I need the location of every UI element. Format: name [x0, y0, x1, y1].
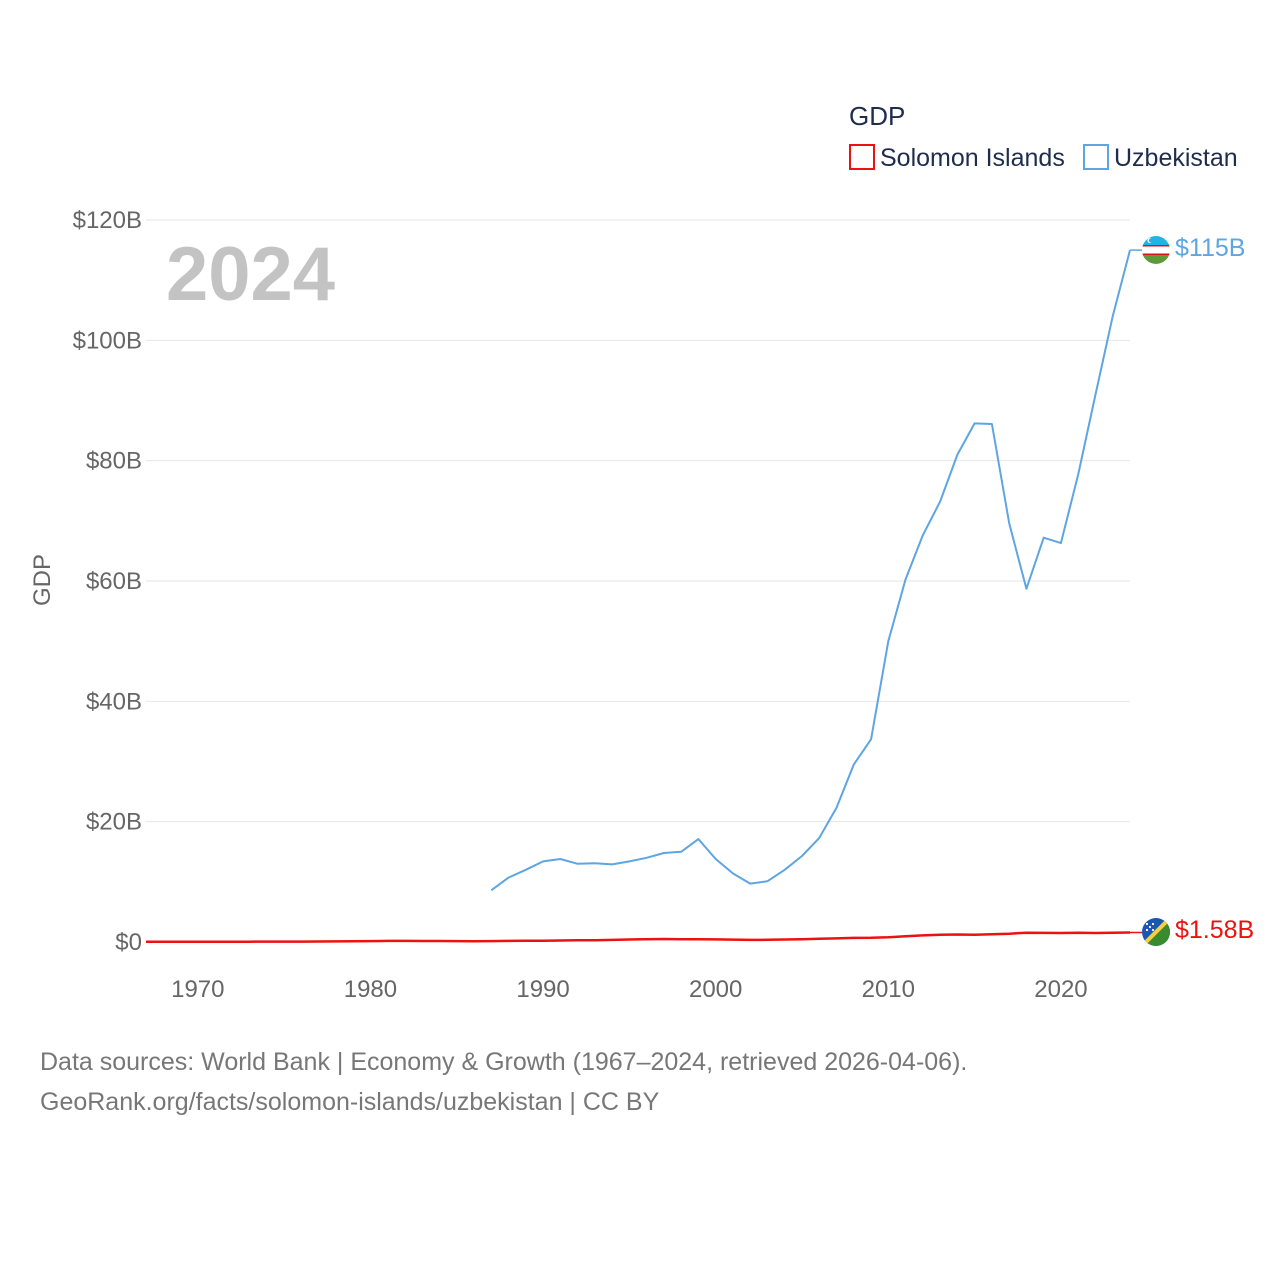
y-tick-label: $60B	[86, 568, 142, 595]
solomon-islands-flag-icon	[1142, 918, 1170, 946]
legend-swatch-solomon-islands	[849, 144, 875, 170]
legend-item-solomon-islands[interactable]: Solomon Islands	[849, 144, 1065, 172]
x-tick-label: 2010	[862, 976, 915, 1003]
series-line-uzbekistan[interactable]	[490, 249, 1131, 892]
x-tick-label: 1980	[344, 976, 397, 1003]
legend-label-uzbekistan: Uzbekistan	[1114, 144, 1238, 172]
gridlines	[146, 219, 1130, 823]
y-tick-label: $0	[115, 929, 142, 956]
legend: GDP Solomon Islands Uzbekistan	[849, 101, 1238, 172]
footer-link[interactable]: GeoRank.org/facts/solomon-islands/uzbeki…	[40, 1088, 660, 1116]
legend-label-solomon-islands: Solomon Islands	[880, 144, 1065, 172]
series-lines	[146, 249, 1142, 944]
x-tick-label: 2000	[689, 976, 742, 1003]
y-tick-label: $120B	[73, 207, 142, 234]
uzbekistan-flag-icon	[1142, 236, 1170, 264]
x-tick-label: 1970	[171, 976, 224, 1003]
y-tick-label: $40B	[86, 688, 142, 715]
y-tick-label: $80B	[86, 448, 142, 475]
y-axis-ticks: $0 $20B $40B $60B $80B $100B $120B	[73, 207, 142, 956]
x-axis-ticks: 1970 1980 1990 2000 2010 2020	[171, 976, 1088, 1003]
y-axis-label: GDP	[29, 554, 56, 606]
series-line-solomon-islands[interactable]	[146, 931, 1131, 944]
x-tick-label: 1990	[516, 976, 569, 1003]
footer: Data sources: World Bank | Economy & Gro…	[40, 1042, 967, 1122]
y-tick-label: $100B	[73, 327, 142, 354]
legend-title: GDP	[849, 101, 905, 131]
year-label: 2024	[166, 232, 335, 317]
end-label-uzbekistan: $115B	[1175, 234, 1245, 262]
y-tick-label: $20B	[86, 809, 142, 836]
legend-swatch-uzbekistan	[1083, 144, 1109, 170]
footer-sources: Data sources: World Bank | Economy & Gro…	[40, 1048, 968, 1076]
legend-item-uzbekistan[interactable]: Uzbekistan	[1083, 144, 1238, 172]
x-tick-label: 2020	[1034, 976, 1087, 1003]
end-label-solomon-islands: $1.58B	[1175, 916, 1254, 944]
